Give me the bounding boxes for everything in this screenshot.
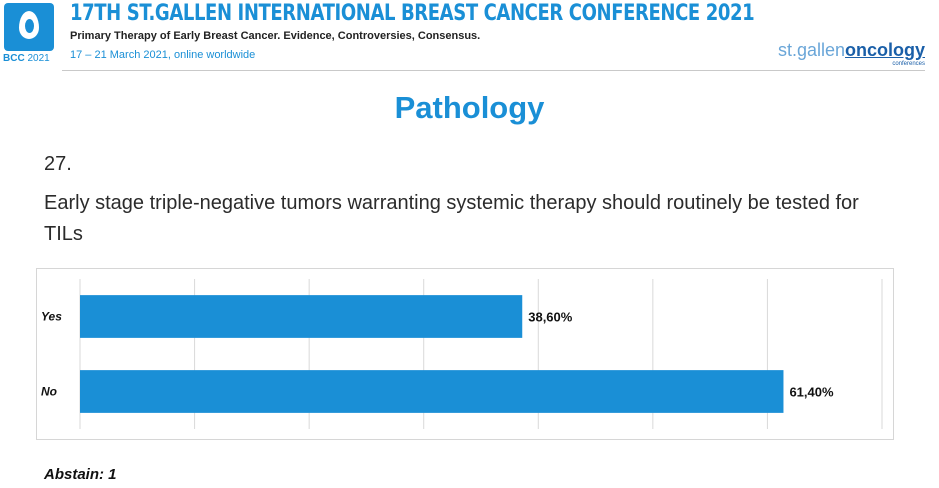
oncology-brand-logo: st.gallenoncology [777,40,925,60]
value-label: 61,40% [789,385,834,400]
drop-logo-icon [4,3,54,51]
value-label: 38,60% [528,310,573,325]
chart-frame: Yes 38,60% No 61,40% [36,268,894,440]
question-number: 27. [44,153,72,175]
conference-header: BCC 2021 17TH ST.GALLEN INTERNATIONAL BR… [0,0,939,72]
section-title: Pathology [394,90,545,125]
conference-dates: 17 – 21 March 2021, online worldwide [70,49,256,61]
bcc-logo-label: BCC 2021 [3,53,50,64]
brand-conferences-label: conferences [892,61,925,67]
bar-yes [80,295,523,338]
conference-subtitle: Primary Therapy of Early Breast Cancer. … [70,30,481,42]
bar-no [80,370,784,413]
category-label: Yes [41,310,62,324]
bar-chart: Yes 38,60% No 61,40% [41,279,883,429]
question-text: Early stage triple-negative tumors warra… [44,192,859,245]
abstain-count: Abstain: 1 [44,466,117,483]
conference-title: 17TH ST.GALLEN INTERNATIONAL BREAST CANC… [70,1,755,26]
category-label: No [41,385,57,399]
bcc-logo: BCC 2021 [1,1,56,67]
header-divider [62,70,925,71]
